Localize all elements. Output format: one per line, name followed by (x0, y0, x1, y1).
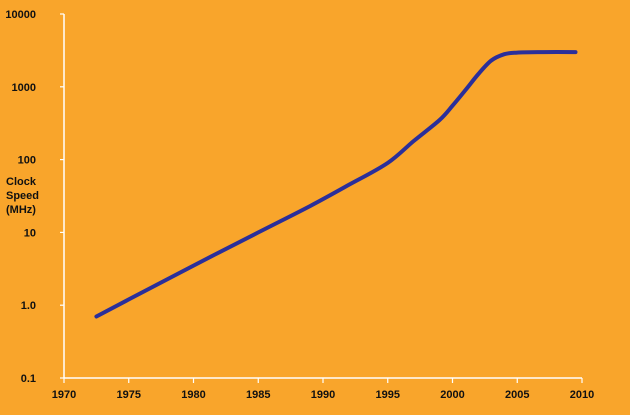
x-tick-label: 1985 (246, 389, 270, 401)
clock-speed-series-line (94, 50, 578, 319)
y-axis-label: Clock Speed (MHz) (6, 176, 39, 216)
x-tick-label: 1975 (117, 389, 141, 401)
y-axis-ticks: 0.1 1.0 10 100 1000 10000 (5, 9, 64, 385)
x-tick-label: 2000 (440, 389, 464, 401)
y-axis-label-line: Clock (6, 176, 37, 188)
x-axis-ticks: 1970 1975 1980 1985 1990 1995 2000 2005 2010 (52, 378, 594, 401)
x-tick-label: 1980 (181, 389, 205, 401)
y-tick-label: 1.0 (21, 300, 36, 312)
y-tick-label: 0.1 (21, 373, 36, 385)
y-tick-label: 10 (24, 227, 36, 239)
y-tick-label: 1000 (12, 82, 36, 94)
x-tick-label: 1990 (311, 389, 335, 401)
x-tick-label: 1970 (52, 389, 76, 401)
y-tick-label: 10000 (5, 9, 36, 21)
x-tick-label: 2005 (505, 389, 529, 401)
y-axis-label-line: Speed (6, 190, 39, 202)
y-axis-label-line: (MHz) (6, 204, 36, 216)
x-tick-label: 1995 (376, 389, 400, 401)
x-tick-label: 2010 (570, 389, 594, 401)
y-tick-label: 100 (18, 155, 36, 167)
